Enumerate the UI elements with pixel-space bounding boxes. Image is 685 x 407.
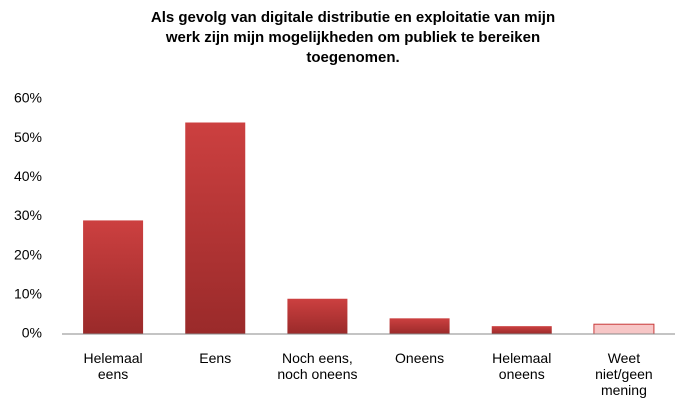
y-tick-label: 30% [14,207,42,223]
bar [185,122,246,334]
bar [287,298,348,334]
x-tick-label: Weet niet/geen mening [595,350,653,398]
x-tick-label: Helemaal eens [83,350,143,382]
chart-title: toegenomen. [306,49,399,66]
bar [83,220,144,334]
y-tick-label: 20% [14,246,42,262]
x-tick-label: Oneens [395,350,445,366]
y-tick-label: 10% [14,286,42,302]
y-tick-label: 50% [14,129,42,145]
y-tick-label: 60% [14,90,42,106]
chart-title: Als gevolg van digitale distributie en e… [151,9,555,26]
y-tick-label: 40% [14,168,42,184]
bar [593,323,655,335]
x-tick-label: Noch eens, noch oneens [277,350,358,382]
y-tick-label: 0% [22,325,42,341]
x-tick-label: Helemaal oneens [492,350,552,382]
chart-title: werk zijn mijn mogelijkheden om publiek … [165,29,540,46]
bar [389,318,450,334]
bar [491,326,552,334]
x-tick-label: Eens [199,350,232,366]
